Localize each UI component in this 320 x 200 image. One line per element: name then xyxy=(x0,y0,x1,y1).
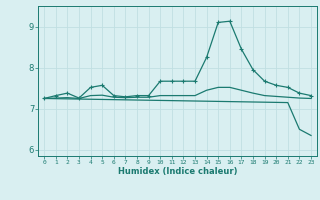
X-axis label: Humidex (Indice chaleur): Humidex (Indice chaleur) xyxy=(118,167,237,176)
